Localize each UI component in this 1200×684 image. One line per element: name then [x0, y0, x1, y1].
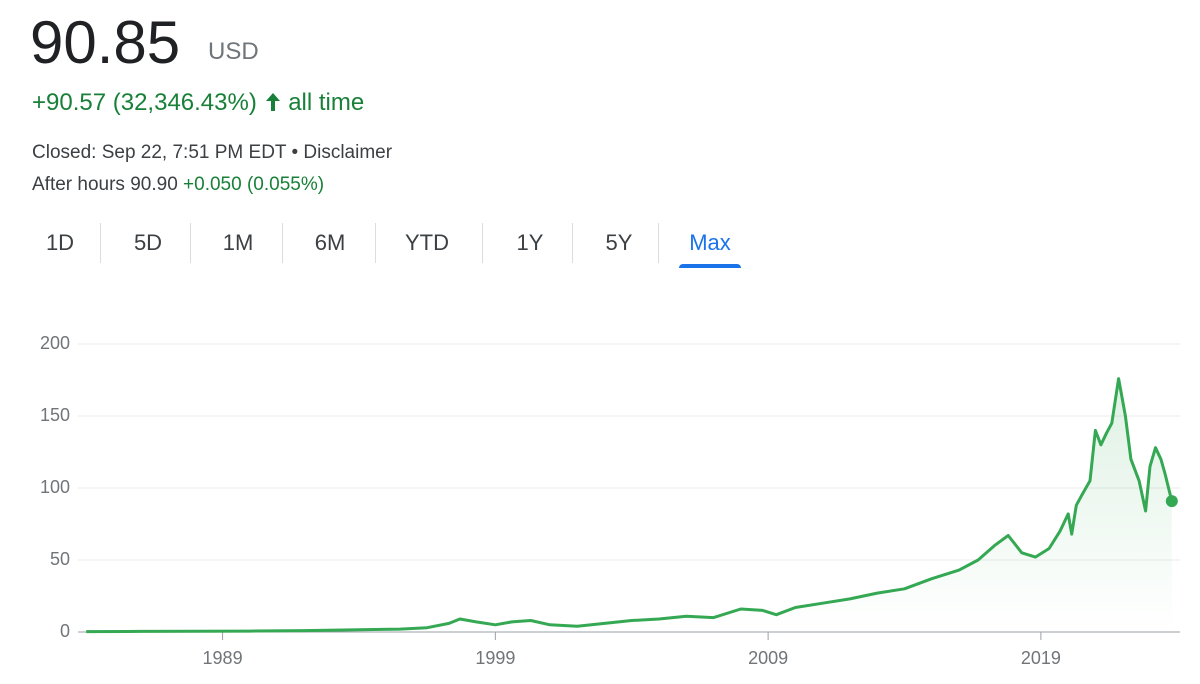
tab-separator — [572, 223, 573, 263]
disclaimer[interactable]: Disclaimer — [303, 142, 393, 163]
last-point — [1165, 495, 1178, 508]
range-tab[interactable]: 1Y — [516, 230, 544, 255]
range-tab[interactable]: 5D — [133, 230, 163, 255]
change: +90.57 (32,346.43%) — [32, 89, 257, 116]
range-tab[interactable]: 5Y — [605, 230, 633, 255]
after-hours: After hours 90.90 — [32, 174, 178, 195]
bullet: • — [291, 142, 299, 163]
range-tab[interactable]: 6M — [314, 230, 346, 255]
x-tick-label: 1989 — [203, 648, 243, 668]
range-tab[interactable]: 1D — [45, 230, 75, 255]
range-tab[interactable]: 1M — [222, 230, 254, 255]
x-tick-label: 2019 — [1021, 648, 1061, 668]
line — [86, 377, 1174, 634]
tab-separator — [375, 223, 376, 263]
range-tab[interactable]: YTD — [405, 230, 449, 255]
price: 90.85 — [30, 9, 181, 76]
y-tick-label: 0 — [60, 621, 70, 641]
tab-separator — [282, 223, 283, 263]
tab-separator — [100, 223, 101, 263]
status-line: Closed: Sep 22, 7:51 PM EDT • Disclaimer — [32, 142, 392, 164]
tab-separator — [190, 223, 191, 263]
after-hours-change: +0.050 (0.055%) — [183, 174, 325, 195]
x-tick-label: 2009 — [748, 648, 788, 668]
y-tick-label: 150 — [40, 405, 70, 425]
selected-underline — [679, 264, 741, 268]
status: Closed: Sep 22, 7:51 PM EDT — [32, 142, 287, 163]
range-tab[interactable]: Max — [689, 230, 731, 255]
change-line: +90.57 (32,346.43%) all time — [32, 89, 364, 117]
after-hours-line: After hours 90.90 +0.050 (0.055%) — [32, 174, 324, 196]
y-tick-label: 50 — [50, 549, 70, 569]
y-tick-label: 200 — [40, 333, 70, 353]
area — [86, 378, 1172, 632]
x-tick-label: 1999 — [475, 648, 515, 668]
up-arrow — [265, 93, 280, 111]
tab-separator — [658, 223, 659, 263]
currency: USD — [208, 38, 259, 65]
y-tick-label: 100 — [40, 477, 70, 497]
change-period: all time — [288, 89, 365, 116]
tab-separator — [482, 223, 483, 263]
